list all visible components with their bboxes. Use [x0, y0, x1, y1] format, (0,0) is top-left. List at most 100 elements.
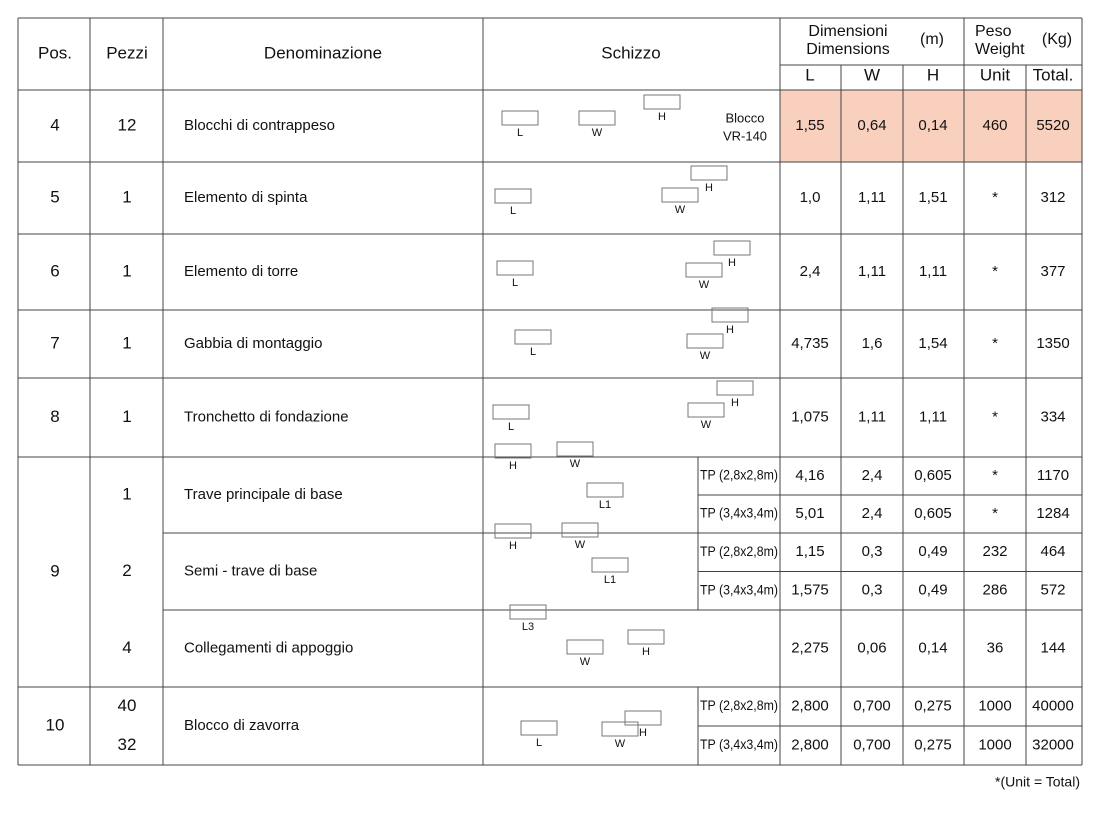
cell-text: 1,51 [918, 189, 947, 206]
variant: TP (3,4x3,4m) [700, 505, 778, 521]
sketch-shape [591, 557, 629, 573]
cell-text: (Kg) [1042, 31, 1072, 48]
cell-text: 0,14 [918, 639, 947, 656]
cell-text: 4,735 [791, 335, 829, 352]
cell-text: Gabbia di montaggio [184, 335, 322, 352]
cell-text: W [864, 65, 880, 84]
sketch-shape [492, 404, 530, 420]
cell-text: Elemento di spinta [184, 189, 308, 206]
sketch-label: H [726, 324, 734, 336]
cell-text: 5 [50, 187, 59, 206]
sketch-shape [494, 523, 532, 539]
cell-text: 1,0 [800, 189, 821, 206]
cell-text: 1 [122, 187, 131, 206]
cell-text: * [992, 505, 998, 522]
cell-text: 0,605 [914, 505, 952, 522]
sketch-shape [690, 165, 728, 181]
sketch-label: H [731, 397, 739, 409]
cell-text: 1,55 [795, 117, 824, 134]
cell-text: 1000 [978, 736, 1011, 753]
cell-text: 0,49 [918, 543, 947, 560]
cell-text: 1 [122, 261, 131, 280]
cell-text: 1,11 [919, 263, 947, 280]
cell-text: Tronchetto di fondazione [184, 408, 349, 425]
sketch-shape [514, 329, 552, 345]
cell-text: 0,14 [918, 117, 947, 134]
cell-text: 2,800 [791, 697, 829, 714]
cell-text: 36 [987, 639, 1004, 656]
sketch-label: W [699, 279, 710, 291]
cell-text: 0,49 [918, 582, 947, 599]
cell-text: 0,605 [914, 467, 952, 484]
cell-text: 1,11 [919, 408, 947, 425]
cell-text: 7 [50, 333, 59, 352]
cell-text: * [992, 335, 998, 352]
sketch-shape [713, 240, 751, 256]
cell-text: Denominazione [264, 43, 382, 62]
cell-text: 572 [1040, 582, 1065, 599]
cell-text: 2,4 [800, 263, 821, 280]
sketch-shape [685, 262, 723, 278]
cell-text: * [992, 189, 998, 206]
sketch-label: L [517, 127, 523, 139]
variant: TP (2,8x2,8m) [700, 543, 778, 559]
cell-text: 2,275 [791, 639, 829, 656]
sketch-shape [494, 443, 532, 459]
cell-text: Semi - trave di base [184, 562, 317, 579]
cell-text: 0,06 [857, 639, 886, 656]
cell-text: 1,54 [918, 335, 947, 352]
cell-text: 0,64 [857, 117, 886, 134]
sketch-label: W [701, 419, 712, 431]
variant: TP (2,8x2,8m) [700, 467, 778, 483]
cell-text: 0,275 [914, 697, 952, 714]
cell-text: 1170 [1037, 467, 1069, 484]
cell-text: 1350 [1036, 335, 1069, 352]
sketch-shape [711, 307, 749, 323]
sketch-shape [520, 720, 558, 736]
sketch-label: H [509, 460, 517, 472]
cell-text: 2,4 [862, 467, 883, 484]
sketch-label: W [575, 539, 586, 551]
cell-text: 1,11 [858, 189, 886, 206]
sketch-shape [509, 604, 547, 620]
sketch-label: L1 [604, 574, 616, 586]
sketch-label: W [592, 127, 603, 139]
cell-text: Trave principale di base [184, 486, 343, 503]
sketch-shape [687, 402, 725, 418]
sketch-label: L [508, 421, 514, 433]
cell-text: 232 [982, 543, 1007, 560]
sketch-shape [556, 441, 594, 457]
sketch-label: L3 [522, 621, 534, 633]
cell-text: 312 [1040, 189, 1065, 206]
sketch-label: W [700, 350, 711, 362]
cell-text: 0,3 [862, 582, 883, 599]
cell-text: Blocco di zavorra [184, 717, 300, 734]
cell-text: 1 [122, 407, 131, 426]
cell-text: 1,575 [791, 582, 829, 599]
cell-text: 1000 [978, 697, 1011, 714]
sketch-label: H [705, 182, 713, 194]
cell-text: 32 [118, 735, 137, 754]
cell-text: 8 [50, 407, 59, 426]
cell-text: 2,800 [791, 736, 829, 753]
cell-text: 0,700 [853, 736, 891, 753]
cell-text: Weight [975, 41, 1025, 58]
cell-text: 1 [122, 333, 131, 352]
cell-text: 144 [1040, 639, 1065, 656]
sketch-label: W [675, 204, 686, 216]
sketch-shape [561, 522, 599, 538]
sketch-label: L [530, 346, 536, 358]
cell-text: Pos. [38, 43, 72, 62]
highlight [780, 90, 1082, 162]
sketch-label: H [509, 540, 517, 552]
sketch-label: H [642, 646, 650, 658]
cell-text: 5,01 [795, 505, 824, 522]
cell-text: 4 [50, 115, 59, 134]
cell-text: * [992, 467, 998, 484]
cell-text: 40000 [1032, 697, 1074, 714]
variant: TP (3,4x3,4m) [700, 736, 778, 752]
cell-text: * [992, 263, 998, 280]
cell-text: Peso [975, 23, 1012, 40]
cell-text: 334 [1040, 408, 1065, 425]
cell-text: (m) [920, 31, 944, 48]
